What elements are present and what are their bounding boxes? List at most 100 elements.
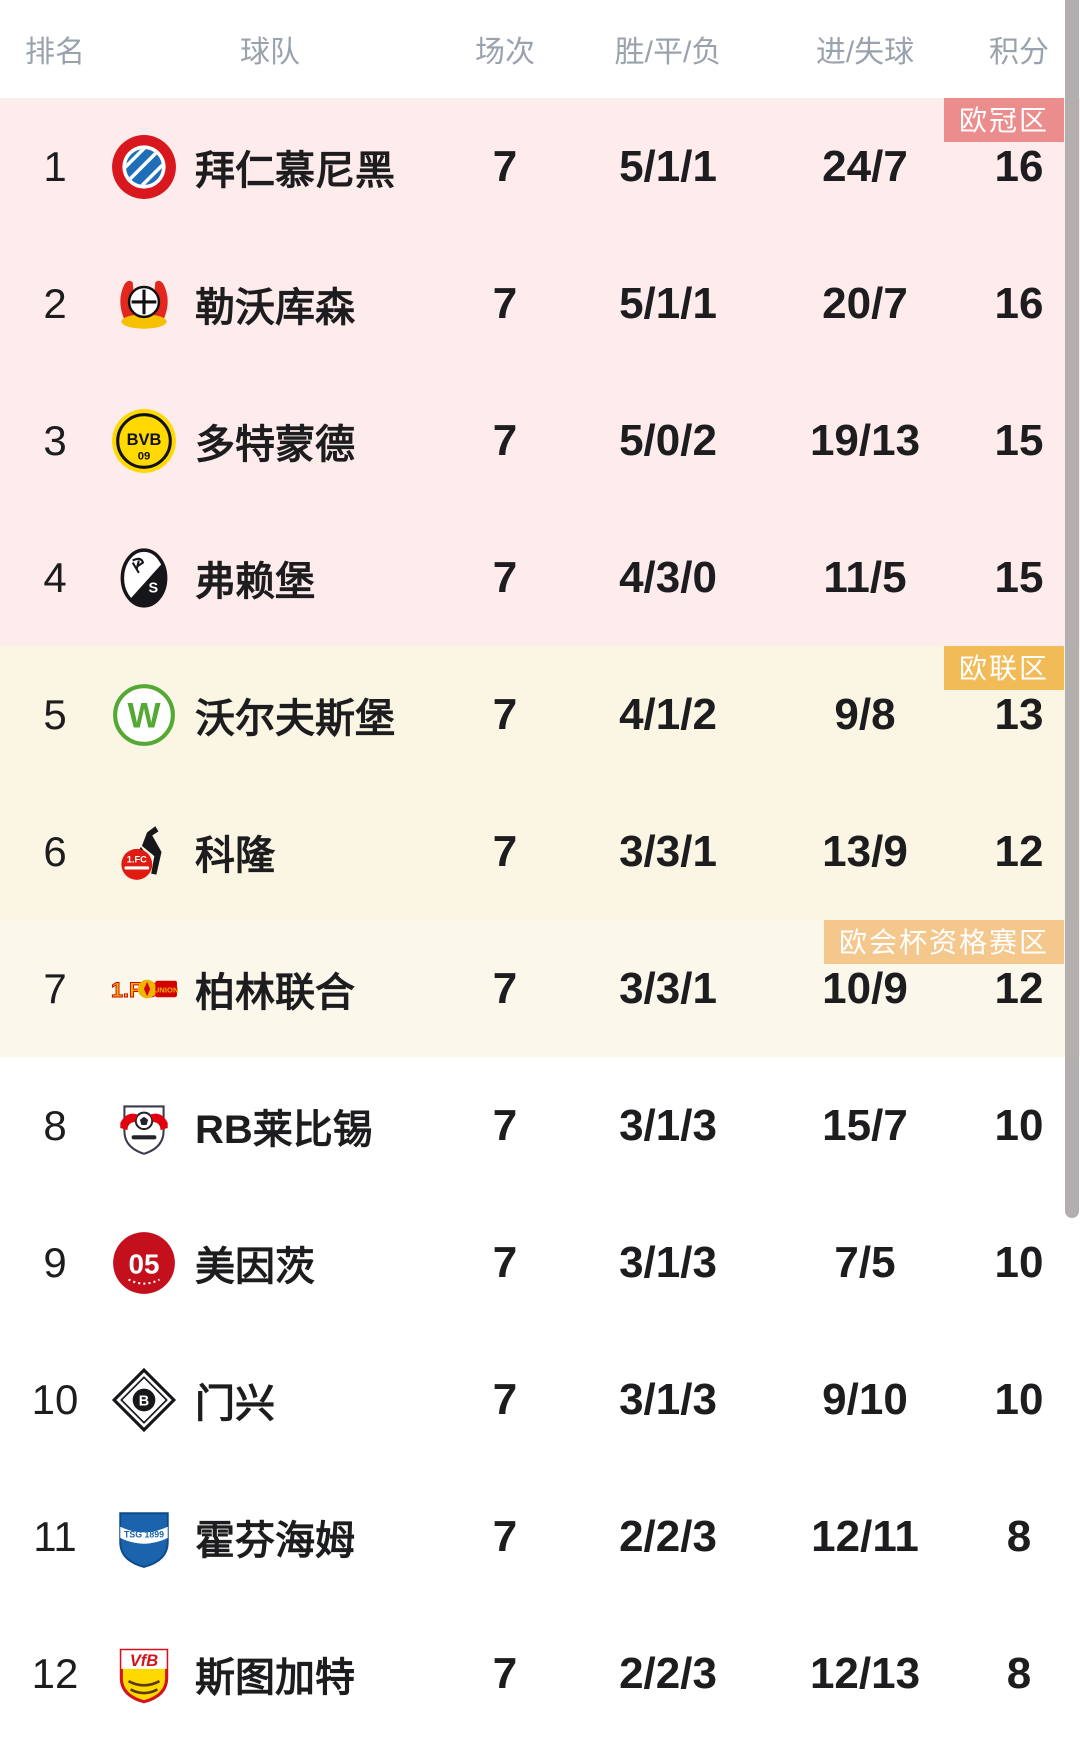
played-cell: 7 [492, 1648, 518, 1698]
goals-cell: 15/7 [822, 1100, 908, 1150]
rb-leipzig-logo-box [110, 1092, 178, 1160]
points-cell: 12 [994, 826, 1044, 876]
team-cell: VfB 斯图加特 [110, 1640, 430, 1708]
zone-section-ucl: 欧冠区 1 拜仁慕尼黑 7 5/1/1 24/7 16 2 勒沃库森 7 5/1/1 20/7 16… [0, 98, 1080, 646]
team-row-stuttgart[interactable]: 12 VfB 斯图加特 7 2/2/3 12/13 8 [0, 1605, 1080, 1742]
team-row-dortmund[interactable]: 3 BVB 09 多特蒙德 7 5/0/2 19/13 15 [0, 372, 1080, 509]
gladbach-logo: B [111, 1367, 177, 1432]
played-cell: 7 [492, 1511, 518, 1561]
union-berlin-logo: 1.FC UNION [111, 976, 178, 1002]
bayern-munich-logo-box [110, 133, 178, 201]
column-header-points: 积分 [989, 36, 1049, 69]
leverkusen-logo [120, 280, 168, 329]
wdl-cell: 4/1/2 [619, 689, 717, 739]
zone-section-uel: 欧联区 5 W 沃尔夫斯堡 7 4/1/2 9/8 13 6 1.FC 科隆 7 3/3/1 13… [0, 646, 1080, 920]
points-cell: 16 [994, 141, 1044, 191]
team-name: 多特蒙德 [195, 422, 355, 467]
points-cell: 13 [994, 689, 1044, 739]
rank-cell: 5 [43, 690, 67, 738]
team-name: 柏林联合 [195, 970, 355, 1015]
svg-text:S: S [148, 580, 158, 596]
wdl-cell: 3/1/3 [619, 1237, 717, 1287]
played-cell: 7 [492, 552, 518, 602]
table-header-row: 排名 球队 场次 胜/平/负 进/失球 积分 [0, 0, 1080, 98]
gladbach-logo-box: B [110, 1366, 178, 1434]
svg-text:1.FC: 1.FC [127, 854, 147, 864]
koln-logo: 1.FC [121, 825, 162, 880]
rank-cell: 4 [43, 553, 67, 601]
team-row-hoffenheim[interactable]: 11 TSG 1899 霍芬海姆 7 2/2/3 12/11 8 [0, 1468, 1080, 1605]
goals-cell: 12/11 [811, 1511, 919, 1561]
points-cell: 15 [994, 415, 1044, 465]
team-name: 弗赖堡 [195, 559, 315, 604]
team-row-koln[interactable]: 6 1.FC 科隆 7 3/3/1 13/9 12 [0, 783, 1080, 920]
wdl-cell: 5/0/2 [619, 415, 717, 465]
mainz-logo-box: 05 [110, 1229, 178, 1297]
team-row-union-berlin[interactable]: 7 1.FC UNION 柏林联合 7 3/3/1 10/9 12 [0, 920, 1080, 1057]
leverkusen-logo-box [110, 270, 178, 338]
team-cell: 勒沃库森 [110, 270, 430, 338]
goals-cell: 12/13 [809, 1648, 921, 1698]
svg-text:VfB: VfB [130, 1651, 158, 1669]
team-name: 科隆 [195, 833, 275, 878]
rank-cell: 8 [43, 1101, 67, 1149]
svg-text:BVB: BVB [127, 431, 162, 449]
goals-cell: 10/9 [822, 963, 908, 1013]
goals-cell: 20/7 [822, 278, 908, 328]
goals-cell: 9/10 [822, 1374, 908, 1424]
freiburg-logo: S [120, 547, 168, 608]
points-cell: 10 [994, 1237, 1044, 1287]
rank-cell: 6 [43, 827, 67, 875]
zone-badge-ucl: 欧冠区 [943, 98, 1064, 142]
svg-text:05: 05 [129, 1248, 160, 1279]
team-cell: 拜仁慕尼黑 [110, 133, 430, 201]
table-body: 欧冠区 1 拜仁慕尼黑 7 5/1/1 24/7 16 2 勒沃库森 7 5/1/1 20/7 16… [0, 98, 1080, 1746]
hoffenheim-logo: TSG 1899 [119, 1511, 169, 1568]
stuttgart-logo: VfB [119, 1648, 169, 1703]
goals-cell: 19/13 [809, 415, 921, 465]
team-name: RB莱比锡 [195, 1107, 373, 1152]
rank-cell: 2 [43, 279, 67, 327]
zone-badge-ueclq: 欧会杯资格赛区 [823, 920, 1064, 964]
team-row-wolfsburg[interactable]: 5 W 沃尔夫斯堡 7 4/1/2 9/8 13 [0, 646, 1080, 783]
zone-badge-uel: 欧联区 [943, 646, 1064, 690]
team-row-bayern-munich[interactable]: 1 拜仁慕尼黑 7 5/1/1 24/7 16 [0, 98, 1080, 235]
team-row-gladbach[interactable]: 10 B 门兴 7 3/1/3 9/10 10 [0, 1331, 1080, 1468]
column-header-team: 球队 [240, 36, 300, 69]
svg-text:B: B [139, 1393, 149, 1409]
column-header-goals: 进/失球 [815, 36, 915, 69]
points-cell: 10 [994, 1374, 1044, 1424]
team-row-rb-leipzig[interactable]: 8 RB莱比锡 7 3/1/3 15/7 10 [0, 1057, 1080, 1194]
team-name: 拜仁慕尼黑 [195, 148, 395, 193]
points-cell: 8 [1006, 1511, 1032, 1561]
played-cell: 7 [492, 1374, 518, 1424]
played-cell: 7 [492, 278, 518, 328]
dortmund-logo-box: BVB 09 [110, 407, 178, 475]
mainz-logo: 05 [113, 1231, 175, 1294]
zone-section-ueclq: 欧会杯资格赛区 7 1.FC UNION 柏林联合 7 3/3/1 10/9 12 [0, 920, 1080, 1057]
bayern-munich-logo [112, 134, 176, 199]
wdl-cell: 3/1/3 [619, 1100, 717, 1150]
scrollbar[interactable] [1065, 0, 1079, 1218]
team-name: 霍芬海姆 [195, 1518, 355, 1563]
goals-cell: 24/7 [822, 141, 908, 191]
played-cell: 7 [492, 689, 518, 739]
team-cell: 1.FC 科隆 [110, 818, 430, 886]
goals-cell: 13/9 [822, 826, 908, 876]
played-cell: 7 [492, 1100, 518, 1150]
wdl-cell: 4/3/0 [619, 552, 717, 602]
team-row-leverkusen[interactable]: 2 勒沃库森 7 5/1/1 20/7 16 [0, 235, 1080, 372]
rank-cell: 9 [43, 1238, 67, 1286]
points-cell: 16 [994, 278, 1044, 328]
column-header-played: 场次 [475, 36, 535, 69]
rank-cell: 12 [31, 1649, 79, 1697]
played-cell: 7 [492, 963, 518, 1013]
stuttgart-logo-box: VfB [110, 1640, 178, 1708]
team-row-mainz[interactable]: 9 05 美因茨 7 3/1/3 7/5 10 [0, 1194, 1080, 1331]
wdl-cell: 2/2/3 [619, 1511, 717, 1561]
rb-leipzig-logo [120, 1104, 168, 1155]
played-cell: 7 [492, 415, 518, 465]
team-name: 斯图加特 [195, 1655, 355, 1700]
team-row-freiburg[interactable]: 4 S 弗赖堡 7 4/3/0 11/5 15 [0, 509, 1080, 646]
